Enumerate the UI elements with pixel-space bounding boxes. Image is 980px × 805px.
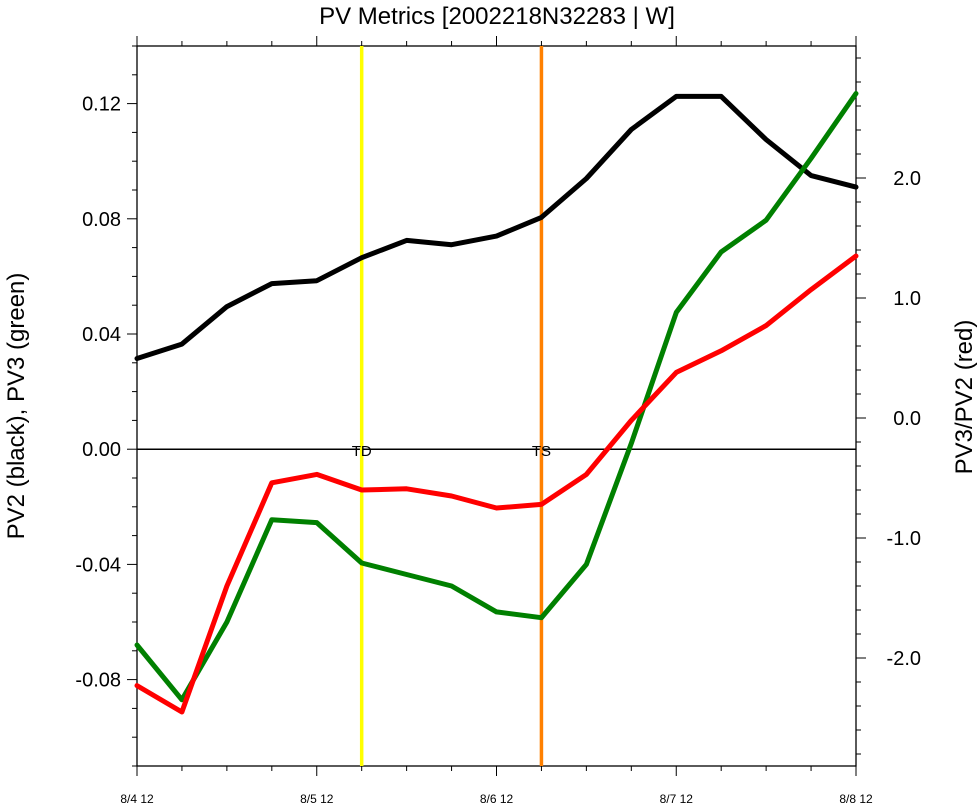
event-markers [359, 46, 544, 766]
series-lines [134, 91, 859, 715]
series-line-2 [134, 253, 859, 715]
series-line-1 [134, 91, 859, 703]
tick-labels: -0.08 -0.04 0.00 0.04 0.08 0.12 -2.0 -1.0 0.0 1.0… [75, 94, 921, 805]
left-tick-label: 0.00 [82, 439, 121, 461]
axis-ticks [127, 36, 866, 776]
series-line-0 [134, 93, 859, 361]
x-tick-label: 8/5 12 [300, 792, 334, 805]
right-tick-label: -1.0 [887, 528, 921, 550]
x-tick-label: 8/4 12 [120, 792, 154, 805]
marker-label-ts: TS [532, 443, 551, 460]
left-tick-label: -0.04 [75, 554, 121, 576]
right-tick-label: 1.0 [893, 288, 921, 310]
x-tick-label: 8/7 12 [660, 792, 694, 805]
left-tick-label: 0.08 [82, 209, 121, 231]
x-tick-label: 8/6 12 [480, 792, 514, 805]
left-tick-label: 0.12 [82, 94, 121, 116]
y-axis-label-left: PV2 (black), PV3 (green) [3, 273, 30, 540]
right-tick-label: 2.0 [893, 168, 921, 190]
chart-title: PV Metrics [2002218N32283 | W] [319, 3, 675, 30]
plot-frame [136, 45, 857, 767]
x-tick-label: 8/8 12 [839, 792, 873, 805]
left-tick-label: 0.04 [82, 324, 121, 346]
left-tick-label: -0.08 [75, 670, 121, 692]
right-tick-label: 0.0 [893, 408, 921, 430]
y-axis-label-right: PV3/PV2 (red) [951, 320, 978, 475]
marker-label-td: TD [352, 443, 372, 460]
right-tick-label: -2.0 [887, 648, 921, 670]
